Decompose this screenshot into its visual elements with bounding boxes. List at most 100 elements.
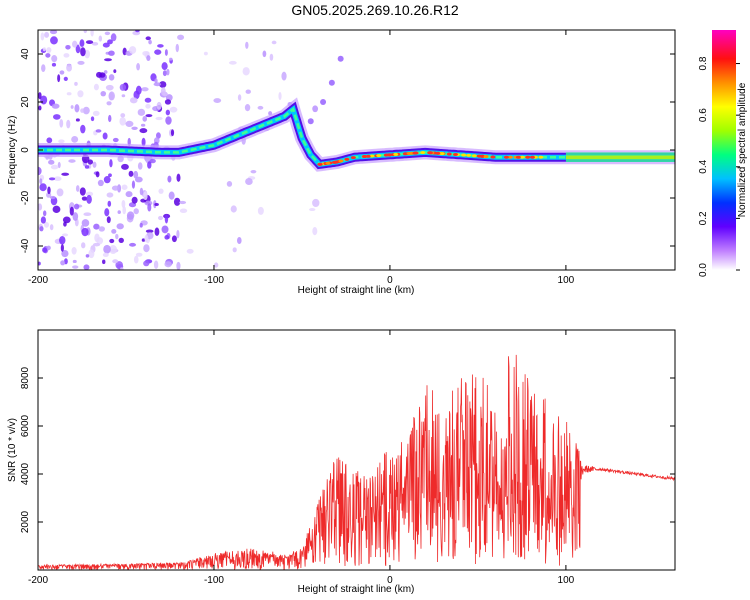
spectrogram-noise-blob xyxy=(46,47,52,53)
spectrogram-noise-blob xyxy=(58,139,65,144)
spectrogram-noise-blob xyxy=(145,114,153,118)
spectrogram-noise-blob xyxy=(107,200,112,207)
spectrogram-noise-blob xyxy=(137,162,143,170)
spectrogram-noise-blob xyxy=(179,200,187,205)
spectrogram-noise-blob xyxy=(121,199,126,208)
spectrogram-noise-blob xyxy=(156,101,162,110)
spectrogram-noise-blob xyxy=(230,205,237,213)
spectrogram-noise-blob xyxy=(51,103,60,109)
spectrogram-noise-blob xyxy=(66,92,72,96)
spectrogram-noise-blob xyxy=(103,176,111,184)
spectrogram-noise-blob xyxy=(161,62,168,70)
spectrogram-noise-blob xyxy=(121,184,128,190)
spectrogram-noise-blob xyxy=(102,252,109,258)
spectrogram-noise-blob xyxy=(125,191,133,198)
spectrogram-noise-blob xyxy=(159,81,167,88)
spectrogram-noise-blob xyxy=(49,195,56,200)
spectrogram-noise-blob xyxy=(164,99,172,105)
spectrogram-noise-blob xyxy=(228,60,237,65)
spectrogram-noise-blob xyxy=(84,165,90,169)
spectrogram-noise-blob xyxy=(42,210,47,217)
spectrogram-noise-blob xyxy=(164,235,170,240)
spectrogram-noise-blob xyxy=(75,185,80,192)
spectrogram-noise-blob xyxy=(121,94,126,98)
spectrogram-noise-blob xyxy=(176,261,181,270)
spectrogram-noise-blob xyxy=(111,185,120,191)
spectrogram-noise-blob xyxy=(176,229,180,239)
spectrogram-hotspot xyxy=(490,155,496,159)
spectrogram-noise-blob xyxy=(118,237,124,243)
spectrogram-noise-blob xyxy=(96,71,103,78)
snr-x-tick-label: -100 xyxy=(204,575,224,586)
snr-y-tick-label: 8000 xyxy=(20,366,31,389)
spectrogram-noise-blob xyxy=(57,74,61,83)
spectrogram-noise-blob xyxy=(271,40,277,45)
spectrogram-noise-blob xyxy=(115,233,119,240)
spectrogram-noise-blob xyxy=(63,76,68,82)
spectrogram-noise-blob xyxy=(173,197,181,206)
spectrogram-noise-blob xyxy=(106,101,112,106)
spectrogram-noise-blob xyxy=(104,58,112,62)
spectrogram-hotspot xyxy=(317,162,323,166)
spectrogram-noise-blob xyxy=(262,50,267,58)
spectrogram-noise-blob xyxy=(88,249,95,259)
spectrogram-noise-blob xyxy=(140,123,146,127)
spectrogram-hotspot xyxy=(515,155,521,159)
spectrogram-noise-blob xyxy=(157,44,164,48)
spectrogram-noise-blob xyxy=(66,64,72,72)
spectrogram-noise-blob xyxy=(74,104,80,113)
spectrogram-noise-blob xyxy=(133,255,139,264)
spectrogram-noise-blob xyxy=(50,164,59,170)
spectrogram-hotspot xyxy=(412,151,418,155)
spectrogram-noise-blob xyxy=(154,49,162,55)
spectrogram-hotspot xyxy=(350,156,356,160)
spectrogram-noise-blob xyxy=(186,248,194,254)
spectrogram-noise-blob xyxy=(175,43,179,53)
spectrogram-feature-blob xyxy=(307,118,314,125)
spectrogram-noise-blob xyxy=(232,247,237,253)
spectrogram-x-tick-label: -100 xyxy=(204,275,224,286)
spectrogram-noise-blob xyxy=(69,206,74,216)
spectrogram-noise-blob xyxy=(147,203,152,212)
spectrogram-feature-blob xyxy=(337,55,344,62)
spectrogram-noise-blob xyxy=(90,30,94,37)
spectrogram-noise-blob xyxy=(81,219,90,227)
spectrogram-noise-blob xyxy=(39,226,44,232)
spectrogram-hotspot xyxy=(439,152,445,156)
spectrogram-noise-blob xyxy=(62,216,71,224)
spectrogram-hotspot xyxy=(471,154,477,158)
spectrogram-x-tick-label: 100 xyxy=(558,275,575,286)
snr-x-tick-label: 0 xyxy=(387,575,393,586)
spectrogram-noise-blob xyxy=(80,47,86,57)
spectrogram-noise-blob xyxy=(53,176,62,181)
spectrogram-noise-blob xyxy=(70,105,74,109)
spectrogram-noise-blob xyxy=(242,67,250,76)
spectrogram-noise-blob xyxy=(245,41,249,49)
spectrogram-noise-blob xyxy=(44,31,50,38)
spectrogram-noise-blob xyxy=(95,129,102,133)
spectrogram-noise-blob xyxy=(108,74,115,81)
spectrogram-noise-blob xyxy=(82,106,90,115)
spectrogram-noise-blob xyxy=(92,242,101,247)
spectrogram-hotspot xyxy=(369,154,375,158)
spectrogram-noise-blob xyxy=(139,222,143,228)
spectrogram-noise-blob xyxy=(131,196,138,204)
spectrogram-hotspot xyxy=(420,151,426,155)
spectrogram-noise-blob xyxy=(147,161,152,169)
spectrogram-noise-blob xyxy=(75,118,80,122)
spectrogram-noise-blob xyxy=(269,53,274,61)
spectrogram-noise-blob xyxy=(59,118,64,128)
spectrogram-ridge xyxy=(38,55,675,172)
spectrogram-noise-blob xyxy=(312,227,318,236)
spectrogram-hotspot xyxy=(503,155,509,159)
spectrogram-noise-blob xyxy=(144,234,149,243)
spectrogram-noise-blob xyxy=(61,172,70,176)
spectrogram-noise-blob xyxy=(94,233,100,243)
spectrogram-noise-blob xyxy=(59,235,66,245)
spectrogram-noise-blob xyxy=(309,208,316,212)
spectrogram-noise-blob xyxy=(257,105,264,110)
spectrogram-noise-blob xyxy=(46,137,53,144)
spectrogram-noise-blob xyxy=(126,211,135,220)
spectrogram-hotspot xyxy=(365,154,371,158)
